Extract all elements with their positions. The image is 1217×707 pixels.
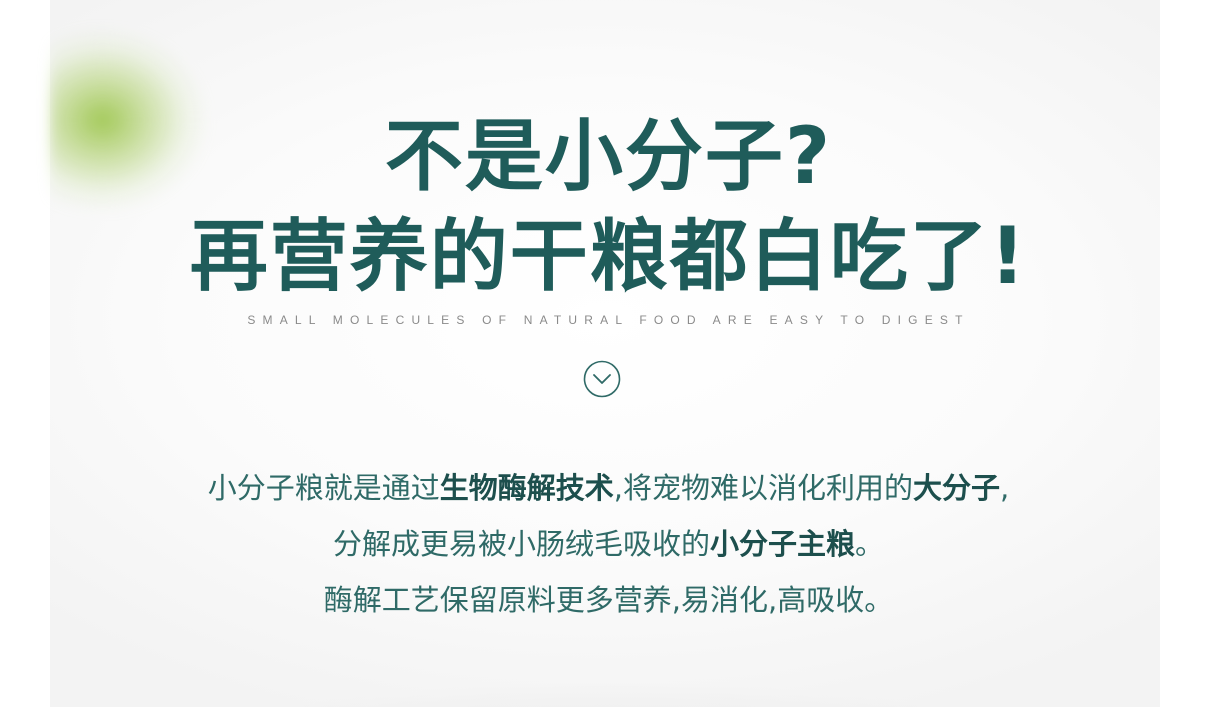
body-line-1: 小分子粮就是通过生物酶解技术,将宠物难以消化利用的大分子,: [0, 474, 1217, 503]
body-line-1-text-c: ,将宠物难以消化利用的: [613, 471, 913, 505]
emphasis-enzyme-tech: 生物酶解技术: [439, 471, 614, 505]
body-line-3: 酶解工艺保留原料更多营养,易消化,高吸收。: [323, 583, 894, 617]
chevron-down-icon: [583, 360, 621, 398]
body-line-2-text-c: 。: [855, 527, 885, 561]
headline-line-1: 不是小分子?: [384, 112, 833, 202]
body-line-2-text-a: 分解成更易被小肠绒毛吸收的: [332, 527, 710, 561]
bottom-glow-decoration: [150, 620, 1070, 707]
body-line-1-text-e: ,: [1000, 471, 1010, 505]
body-line-1-text-a: 小分子粮就是通过: [207, 471, 440, 505]
emphasis-macromolecule: 大分子: [913, 471, 1001, 505]
headline-line-2: 再营养的干粮都白吃了!: [189, 212, 1028, 302]
body-line-2: 分解成更易被小肠绒毛吸收的小分子主粮。: [0, 530, 1217, 559]
blurred-leaf-decoration: [50, 20, 260, 220]
english-subtitle: SMALL MOLECULES OF NATURAL FOOD ARE EASY…: [247, 313, 970, 327]
emphasis-small-molecule-food: 小分子主粮: [709, 527, 855, 561]
chevron-down-circle-icon[interactable]: [583, 360, 621, 398]
